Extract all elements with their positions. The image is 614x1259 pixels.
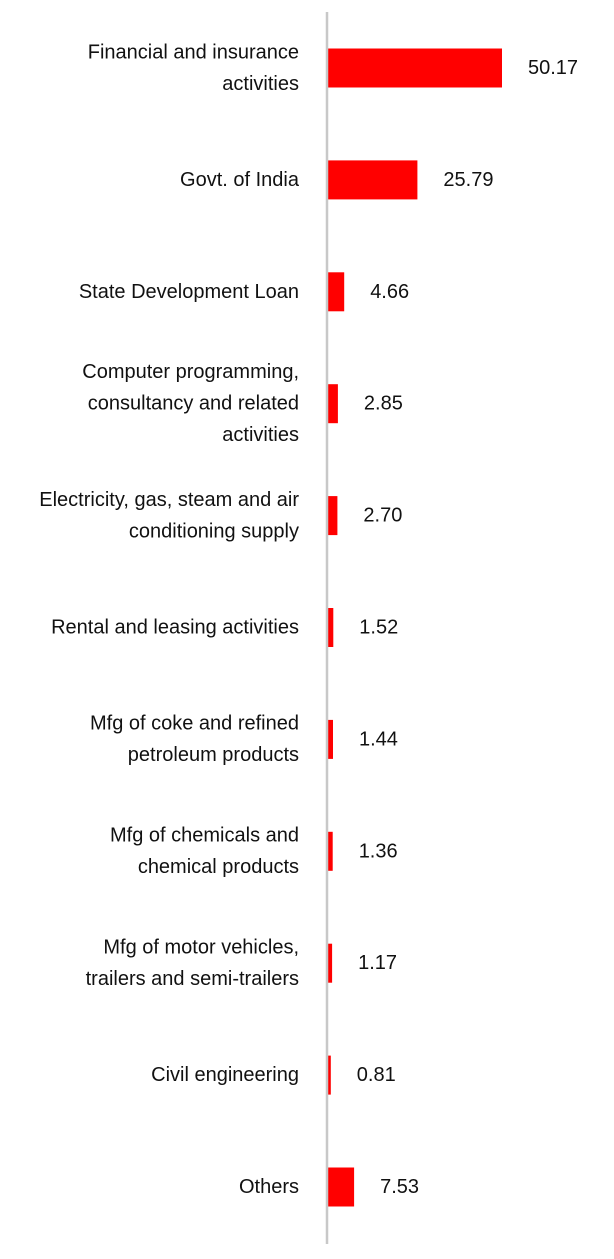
category-label-line: Mfg of chemicals and — [110, 825, 299, 847]
value-labels-layer: 50.17 25.79 4.66 2.85 2.70 1.52 1.44 1.36 1.17 0.… — [357, 57, 578, 1198]
value-label-civil-engineering: 0.81 — [357, 1064, 396, 1086]
value-label-financial-and-insurance-activities: 50.17 — [528, 57, 578, 79]
category-label-line: trailers and semi-trailers — [86, 968, 299, 990]
bar-mfg-of-coke-and-refined-petroleum-products — [328, 719, 333, 759]
category-label-rental-and-leasing-activities: Rental and leasing activities — [51, 617, 299, 639]
category-label-line: Electricity, gas, steam and air — [39, 489, 299, 511]
value-label-mfg-of-coke-and-refined-petroleum-products: 1.44 — [359, 728, 398, 750]
bar-mfg-of-chemicals-and-chemical-products — [328, 831, 333, 871]
category-label-line: Computer programming, — [82, 361, 299, 383]
bar-govt-of-india — [328, 160, 418, 200]
value-label-state-development-loan: 4.66 — [370, 281, 409, 303]
category-label-line: State Development Loan — [79, 281, 299, 303]
category-label-line: Rental and leasing activities — [51, 617, 299, 639]
category-label-line: consultancy and related — [88, 393, 299, 415]
category-label-financial-and-insurance-activities: Financial and insurance activities — [88, 41, 299, 95]
category-label-line: Others — [239, 1176, 299, 1198]
category-label-mfg-of-coke-and-refined-petroleum-products: Mfg of coke and refined petroleum product… — [90, 713, 299, 767]
category-label-govt-of-india: Govt. of India — [180, 169, 300, 191]
bar-mfg-of-motor-vehicles-trailers-and-semi-trailers — [328, 943, 333, 983]
bar-others — [328, 1167, 355, 1207]
category-label-line: Govt. of India — [180, 169, 300, 191]
category-label-line: Mfg of motor vehicles, — [103, 937, 299, 959]
value-label-computer-programming-consultancy-and-related-activities: 2.85 — [364, 393, 403, 415]
bar-civil-engineering — [328, 1055, 331, 1095]
category-label-state-development-loan: State Development Loan — [79, 281, 299, 303]
category-label-others: Others — [239, 1176, 299, 1198]
category-label-mfg-of-chemicals-and-chemical-products: Mfg of chemicals and chemical products — [110, 825, 299, 879]
bar-rental-and-leasing-activities — [328, 608, 334, 647]
bars-layer — [328, 48, 502, 1207]
category-label-line: Civil engineering — [151, 1064, 299, 1086]
value-label-rental-and-leasing-activities: 1.52 — [359, 617, 398, 639]
category-label-line: Mfg of coke and refined — [90, 713, 299, 735]
value-label-govt-of-india: 25.79 — [443, 169, 493, 191]
category-label-electricity-gas-steam-and-air-conditioning-supply: Electricity, gas, steam and air condition… — [39, 489, 299, 543]
value-label-mfg-of-chemicals-and-chemical-products: 1.36 — [359, 840, 398, 862]
category-label-line: activities — [222, 424, 299, 446]
value-label-mfg-of-motor-vehicles-trailers-and-semi-trailers: 1.17 — [358, 952, 397, 974]
category-labels-layer: Financial and insurance activities Govt. o… — [39, 41, 300, 1198]
category-label-civil-engineering: Civil engineering — [151, 1064, 299, 1086]
bar-electricity-gas-steam-and-air-conditioning-supply — [328, 496, 338, 536]
bar-computer-programming-consultancy-and-related-activities — [328, 384, 338, 424]
category-label-line: Financial and insurance — [88, 41, 299, 63]
value-label-others: 7.53 — [380, 1176, 419, 1198]
category-label-mfg-of-motor-vehicles-trailers-and-semi-trailers: Mfg of motor vehicles, trailers and semi-… — [86, 937, 299, 991]
bar-state-development-loan — [328, 272, 345, 312]
category-label-computer-programming-consultancy-and-related-activities: Computer programming, consultancy and rel… — [82, 361, 299, 446]
category-label-line: chemical products — [138, 856, 299, 878]
value-label-electricity-gas-steam-and-air-conditioning-supply: 2.70 — [363, 505, 402, 527]
bar-financial-and-insurance-activities — [328, 48, 502, 88]
category-label-line: petroleum products — [128, 744, 299, 766]
category-label-line: conditioning supply — [129, 520, 299, 542]
category-label-line: activities — [222, 73, 299, 95]
